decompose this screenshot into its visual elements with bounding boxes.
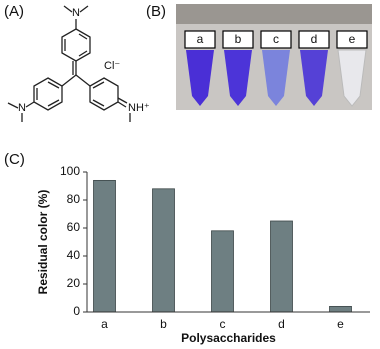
x-axis-title: Polysaccharides <box>181 331 276 345</box>
atom-label: N <box>18 102 26 114</box>
tube <box>337 49 367 107</box>
bar <box>93 179 116 313</box>
bond <box>61 74 91 87</box>
y-tick-label: 0 <box>73 304 80 318</box>
y-tick-label: 80 <box>67 192 81 206</box>
bar <box>211 230 234 313</box>
tube <box>224 50 252 106</box>
panel-label: (B) <box>146 3 166 20</box>
bond <box>72 61 77 75</box>
y-tick-label: 60 <box>67 220 81 234</box>
chart: 0 20 40 60 80 100 a b c d e Polysaccharides Residual… <box>36 164 370 345</box>
ring <box>89 77 119 111</box>
ring <box>61 28 91 62</box>
x-tick-label: b <box>160 317 167 331</box>
x-tick-label: a <box>101 317 108 331</box>
bar <box>270 220 293 313</box>
x-tick-label: e <box>337 317 344 331</box>
photo <box>176 4 372 110</box>
x-tick-label: d <box>278 317 285 331</box>
tube-labels: a b c d e <box>184 30 368 49</box>
atom-label: NH⁺ <box>128 102 150 114</box>
x-tick-label: c <box>220 317 226 331</box>
tube-label: d <box>311 32 318 46</box>
y-axis-title: Residual color (%) <box>36 190 50 295</box>
bond <box>63 5 89 29</box>
tube-label: e <box>349 32 356 46</box>
tube <box>186 50 214 106</box>
structure: N N NH⁺ Cl⁻ <box>7 5 150 122</box>
y-tick-label: 100 <box>60 164 80 178</box>
y-tick-label: 20 <box>67 276 81 290</box>
panel-label: (A) <box>4 3 24 20</box>
y-tick-label: 40 <box>67 248 81 262</box>
bar <box>329 305 352 313</box>
atom-label: N <box>72 7 80 19</box>
tube-label-box <box>184 30 216 49</box>
counter-ion: Cl⁻ <box>104 60 120 72</box>
tube-label-box <box>336 30 368 49</box>
tube <box>262 50 290 106</box>
tube-label-box <box>222 30 254 49</box>
bond <box>117 97 131 122</box>
panel-label: (C) <box>4 151 25 168</box>
bond <box>7 101 35 122</box>
bar <box>152 188 175 313</box>
tube <box>300 50 328 106</box>
tube-label: b <box>235 32 242 46</box>
tube-label: a <box>197 32 204 46</box>
tube-label-box <box>298 30 330 49</box>
tube-label-box <box>260 30 292 49</box>
ring <box>33 77 63 111</box>
tube-label: c <box>273 32 279 46</box>
photo-rack <box>176 4 372 24</box>
